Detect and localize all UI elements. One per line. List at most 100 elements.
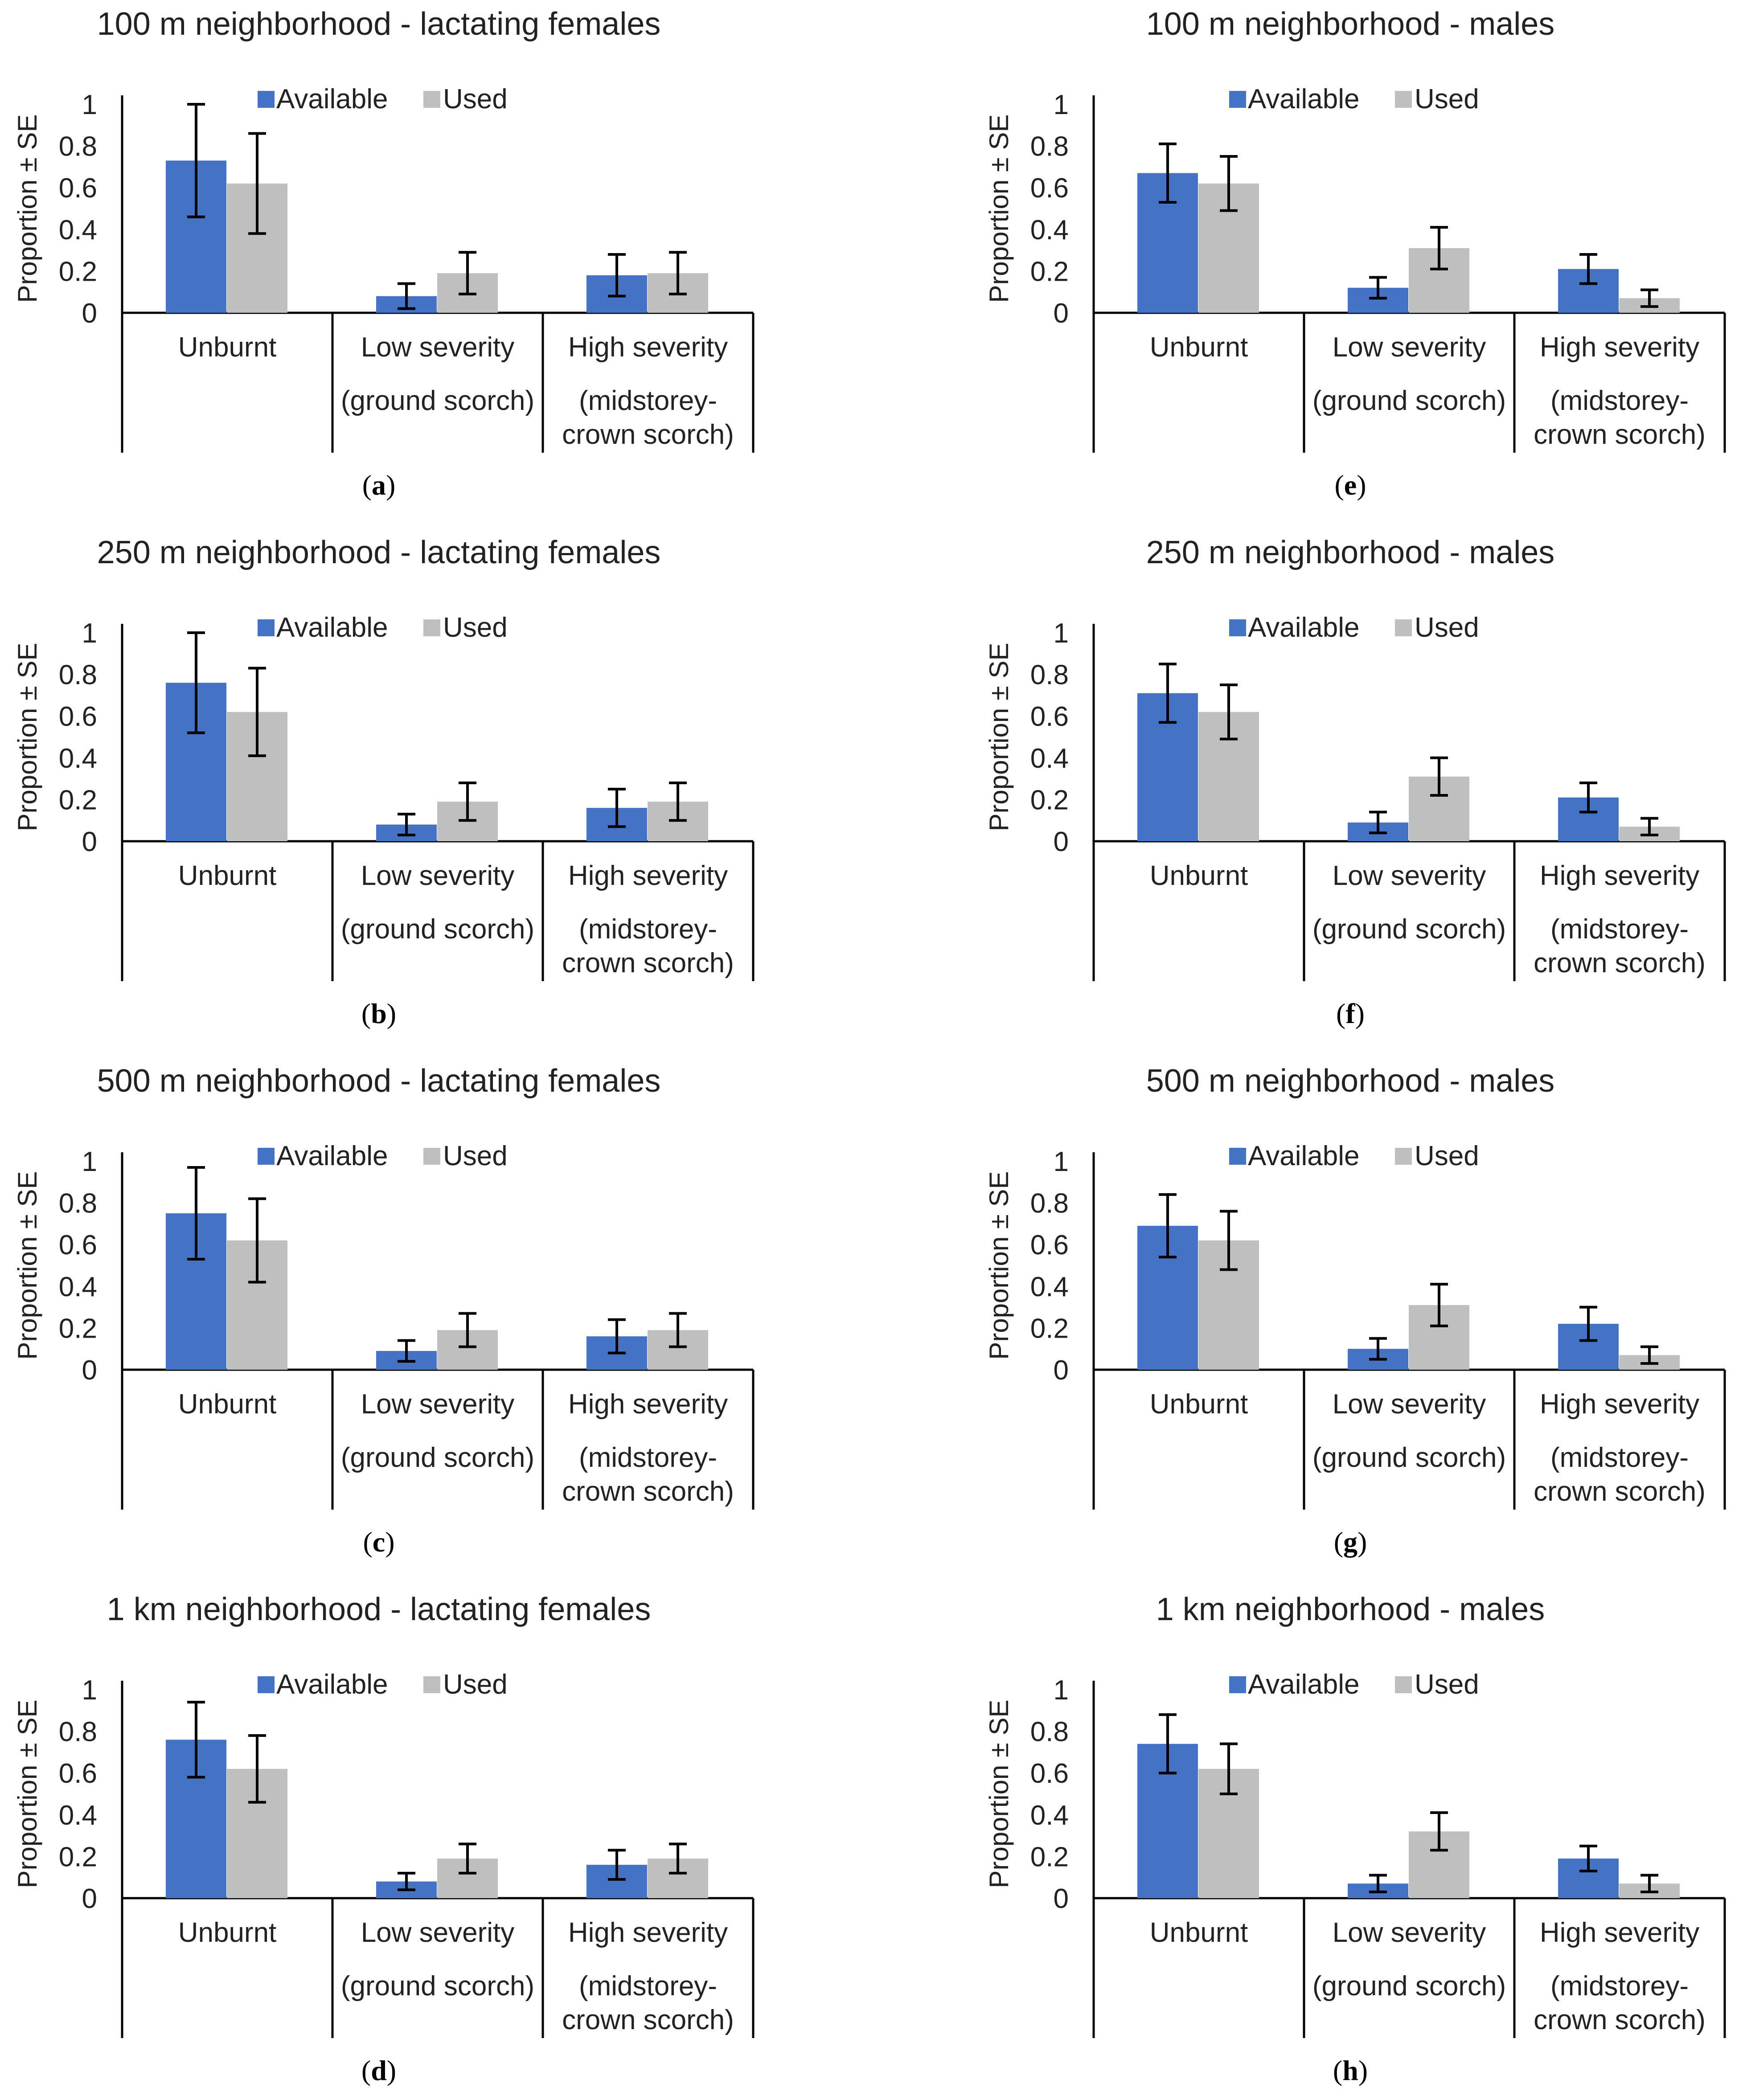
error-bar bbox=[459, 1312, 476, 1348]
y-tick-label: 0.2 bbox=[1030, 785, 1069, 815]
legend: Available Used bbox=[1229, 1141, 1479, 1171]
panel-label-open: ( bbox=[361, 2055, 371, 2086]
category-label: Unburnt bbox=[178, 332, 277, 363]
category-label: crown scorch) bbox=[1534, 1476, 1706, 1507]
panel-label-open: ( bbox=[361, 998, 371, 1029]
panel-label: (h) bbox=[1333, 2055, 1368, 2086]
category-label: (ground scorch) bbox=[1312, 1971, 1506, 2002]
legend-label-used: Used bbox=[443, 612, 508, 643]
chart-title: 250 m neighborhood - males bbox=[1146, 535, 1555, 570]
error-bar bbox=[398, 282, 415, 310]
y-axis-label: Proportion ± SE bbox=[12, 643, 42, 831]
category-label: Low severity bbox=[361, 1917, 515, 1948]
chart-panel-e: 100 m neighborhood - males Proportion ± S… bbox=[984, 6, 1726, 501]
error-bar bbox=[1640, 1345, 1658, 1365]
error-bar bbox=[187, 1701, 205, 1779]
error-bar bbox=[1579, 1845, 1597, 1873]
panel-label-open: ( bbox=[1334, 1526, 1343, 1558]
error-bar bbox=[459, 251, 476, 295]
error-bar bbox=[248, 1734, 266, 1804]
legend-label-used: Used bbox=[1415, 84, 1479, 115]
panel-label-letter: a bbox=[372, 469, 386, 501]
category-label: High severity bbox=[1540, 860, 1699, 891]
category-label: (midstorey- bbox=[1550, 385, 1689, 416]
chart-title: 1 km neighborhood - males bbox=[1156, 1592, 1545, 1627]
y-tick-label: 0.6 bbox=[59, 1230, 97, 1261]
y-tick-label: 0 bbox=[82, 827, 97, 857]
y-tick-label: 0 bbox=[1054, 1883, 1069, 1914]
panel-label: (e) bbox=[1334, 469, 1366, 501]
y-tick-label: 0.6 bbox=[1030, 1758, 1069, 1789]
y-tick-label: 0.4 bbox=[1030, 1800, 1069, 1831]
y-tick-label: 1 bbox=[82, 1146, 97, 1177]
error-bar bbox=[1640, 817, 1658, 836]
panel-label-open: ( bbox=[362, 469, 372, 501]
y-tick-label: 0.2 bbox=[59, 256, 97, 287]
category-label: (ground scorch) bbox=[341, 385, 534, 416]
y-tick-label: 0 bbox=[1054, 298, 1069, 329]
category-label: Unburnt bbox=[1150, 1917, 1248, 1948]
category-label: (midstorey- bbox=[1550, 1442, 1689, 1473]
error-bar bbox=[248, 667, 266, 757]
y-tick-label: 0.6 bbox=[59, 173, 97, 204]
panel-label-letter: g bbox=[1343, 1526, 1357, 1558]
chart-panel-g: 500 m neighborhood - males Proportion ± S… bbox=[984, 1063, 1726, 1558]
chart-panel-d: 1 km neighborhood - lactating females Pro… bbox=[12, 1592, 755, 2086]
category-label: (midstorey- bbox=[1550, 914, 1689, 945]
legend-swatch-used bbox=[423, 91, 440, 108]
category-label: (ground scorch) bbox=[341, 1971, 534, 2002]
y-tick-label: 0.2 bbox=[59, 1313, 97, 1344]
y-axis-label: Proportion ± SE bbox=[984, 114, 1014, 303]
error-bar bbox=[248, 1197, 266, 1284]
chart-title: 250 m neighborhood - lactating females bbox=[97, 535, 661, 570]
error-bar bbox=[1579, 1306, 1597, 1342]
legend-label-available: Available bbox=[1248, 612, 1359, 643]
category-label: High severity bbox=[568, 1917, 728, 1948]
y-tick-label: 0.2 bbox=[59, 785, 97, 815]
y-tick-label: 0.2 bbox=[59, 1842, 97, 1872]
y-axis-label: Proportion ± SE bbox=[12, 114, 42, 303]
error-bar bbox=[398, 813, 415, 836]
error-bar bbox=[1159, 142, 1177, 204]
y-tick-label: 0.4 bbox=[59, 1800, 97, 1831]
legend: Available Used bbox=[258, 1669, 508, 1700]
error-bar bbox=[1640, 1874, 1658, 1893]
error-bar bbox=[187, 103, 205, 218]
legend: Available Used bbox=[258, 612, 508, 643]
error-bar bbox=[1640, 288, 1658, 308]
error-bar bbox=[1159, 663, 1177, 724]
legend-label-used: Used bbox=[443, 1669, 508, 1700]
error-bar bbox=[1220, 1210, 1238, 1271]
error-bar bbox=[459, 781, 476, 822]
y-tick-label: 1 bbox=[82, 1675, 97, 1706]
legend-swatch-used bbox=[1395, 1676, 1412, 1693]
category-label: Low severity bbox=[361, 1389, 515, 1420]
y-tick-label: 0.2 bbox=[1030, 1313, 1069, 1344]
panel-label: (f) bbox=[1336, 998, 1365, 1029]
category-label: crown scorch) bbox=[562, 948, 734, 978]
chart-panel-c: 500 m neighborhood - lactating females Pr… bbox=[12, 1063, 755, 1558]
error-bar bbox=[1430, 756, 1448, 797]
error-bar bbox=[398, 1871, 415, 1891]
legend-label-used: Used bbox=[443, 84, 508, 115]
category-label: Unburnt bbox=[1150, 860, 1248, 891]
error-bar bbox=[608, 253, 626, 298]
panel-label-close: ) bbox=[1357, 469, 1366, 501]
y-tick-label: 0.6 bbox=[59, 701, 97, 732]
legend-swatch-available bbox=[258, 91, 275, 108]
category-label: (ground scorch) bbox=[341, 1442, 534, 1473]
category-label: Unburnt bbox=[1150, 1389, 1248, 1420]
y-tick-label: 0.8 bbox=[59, 1188, 97, 1219]
y-tick-label: 0.8 bbox=[1030, 131, 1069, 162]
error-bar bbox=[1220, 684, 1238, 741]
error-bar bbox=[1430, 226, 1448, 270]
y-tick-label: 0 bbox=[82, 298, 97, 329]
chart-title: 500 m neighborhood - lactating females bbox=[97, 1063, 661, 1099]
legend-swatch-available bbox=[258, 1676, 275, 1693]
panel-label: (c) bbox=[363, 1526, 394, 1558]
category-label: Low severity bbox=[1333, 1389, 1486, 1420]
legend-label-used: Used bbox=[443, 1141, 508, 1171]
panel-label-letter: f bbox=[1345, 998, 1355, 1029]
error-bar bbox=[187, 631, 205, 734]
